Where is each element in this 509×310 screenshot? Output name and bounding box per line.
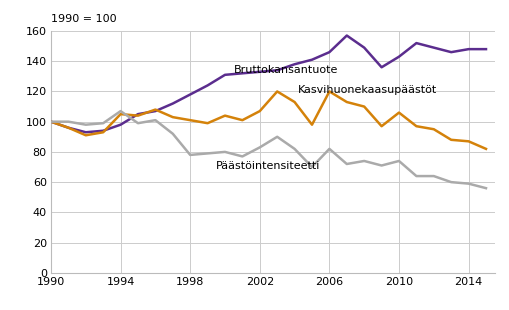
- Text: 1990 = 100: 1990 = 100: [51, 14, 117, 24]
- Text: Päästöintensiteetti: Päästöintensiteetti: [216, 161, 320, 171]
- Text: Bruttokansantuote: Bruttokansantuote: [233, 65, 337, 75]
- Text: Kasvihuonekaasupäästöt: Kasvihuonekaasupäästöt: [297, 85, 437, 95]
